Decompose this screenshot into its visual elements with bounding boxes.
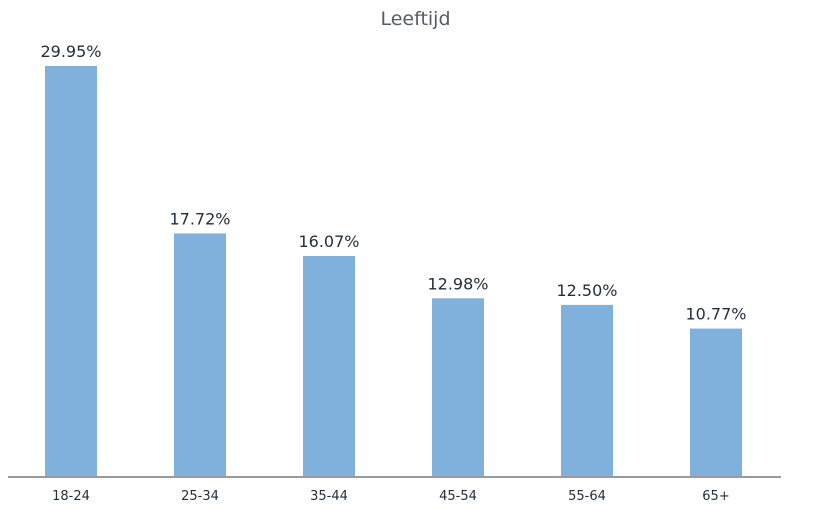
bar-18-24 [45, 66, 97, 476]
bar-45-54 [432, 298, 484, 476]
x-tick-label-65+: 65+ [702, 489, 729, 504]
chart-title: Leeftijd [380, 8, 451, 30]
data-label-55-64: 12.50% [556, 281, 617, 300]
x-tick-label-35-44: 35-44 [310, 489, 348, 504]
ticks-layer: 18-24 25-34 35-44 45-54 55-64 65+ [52, 489, 730, 504]
bar-55-64 [561, 304, 613, 476]
x-tick-label-45-54: 45-54 [439, 489, 477, 504]
labels-layer: 29.95% 17.72% 16.07% 12.98% 12.50% 10.77% [40, 42, 746, 324]
bar-35-44 [303, 256, 355, 476]
data-label-45-54: 12.98% [427, 274, 488, 293]
x-tick-label-55-64: 55-64 [568, 489, 606, 504]
data-label-25-34: 17.72% [169, 209, 230, 228]
x-tick-label-18-24: 18-24 [52, 489, 90, 504]
bar-65+ [690, 328, 742, 476]
bars-layer [45, 66, 742, 476]
x-tick-label-25-34: 25-34 [181, 489, 219, 504]
data-label-18-24: 29.95% [40, 42, 101, 61]
data-label-35-44: 16.07% [298, 232, 359, 251]
data-label-65+: 10.77% [685, 305, 746, 324]
bar-25-34 [174, 233, 226, 476]
